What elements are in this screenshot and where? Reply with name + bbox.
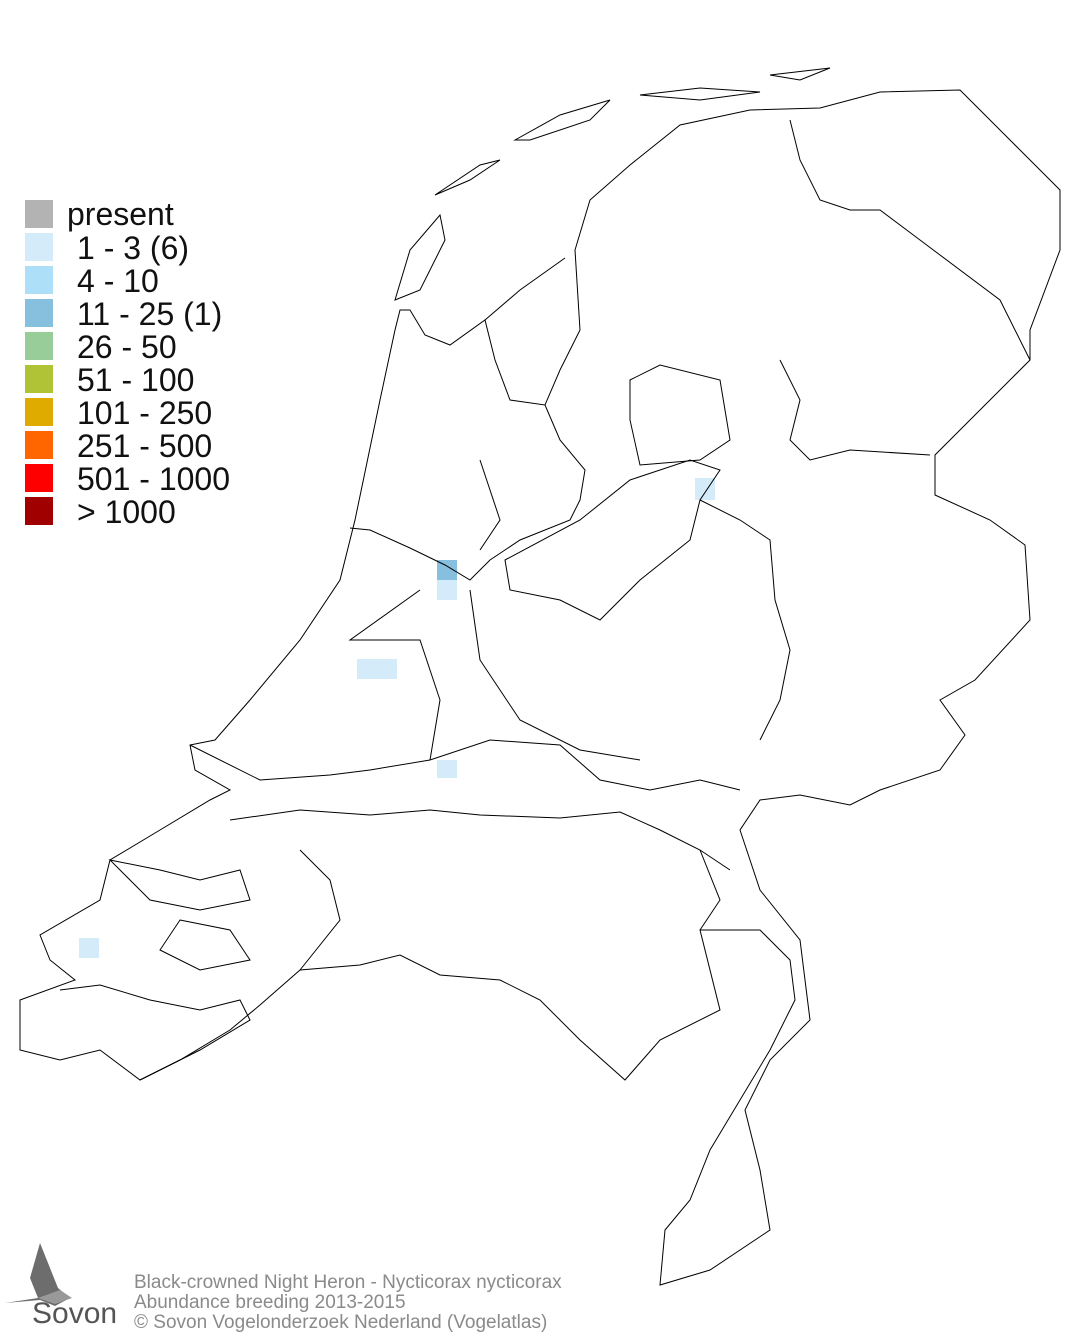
abundance-cell [79,938,99,958]
wadden-islands [394,67,831,301]
legend-label: 26 - 50 [77,329,177,365]
legend-label: 11 - 25 (1) [77,296,223,332]
abundance-cell [437,560,457,580]
legend-label: 251 - 500 [77,428,213,464]
legend-label: present [67,196,174,232]
afsluitdijk [484,257,566,321]
caption-subtitle: Abundance breeding 2013-2015 [134,1292,406,1313]
abundance-cell [377,659,397,679]
legend-label: 501 - 1000 [77,461,231,497]
legend-label: 51 - 100 [77,362,195,398]
abundance-cell [437,760,457,778]
river-ijssel [699,499,791,741]
legend-label: 4 - 10 [77,263,159,299]
river-maas [229,809,731,871]
country-border [19,89,1061,1286]
caption-copyright: © Sovon Vogelonderzoek Nederland (Vogela… [134,1312,548,1333]
legend-label: 101 - 250 [77,395,213,431]
legend-label: > 1000 [77,494,176,530]
ijsselmeer-shore [349,404,586,581]
map-caption: Black-crowned Night Heron - Nycticorax n… [134,1273,562,1333]
legend-swatch [25,233,53,261]
legend-label: 1 - 3 (6) [77,230,190,266]
caption-species: Black-crowned Night Heron - Nycticorax n… [134,1272,562,1293]
sovon-swallow-logo-icon [5,1243,72,1306]
legend-swatch [25,464,53,492]
river-rhine [189,739,741,791]
abundance-cell [695,478,715,500]
legend-swatch [25,497,53,525]
abundance-cell [357,659,377,679]
abundance-cells [79,478,715,958]
legend-swatch [25,200,53,228]
abundance-cell [437,580,457,600]
legend-swatch [25,266,53,294]
legend-swatch [25,332,53,360]
legend-swatch [25,398,53,426]
zeeland-islands [59,859,251,1081]
legend-swatch [25,431,53,459]
map-outline [19,67,1061,1286]
sovon-logo-text: Sovon [32,1297,118,1330]
legend-swatch [25,299,53,327]
province-borders [299,119,1031,971]
flevoland [504,459,721,621]
legend-swatch [25,365,53,393]
